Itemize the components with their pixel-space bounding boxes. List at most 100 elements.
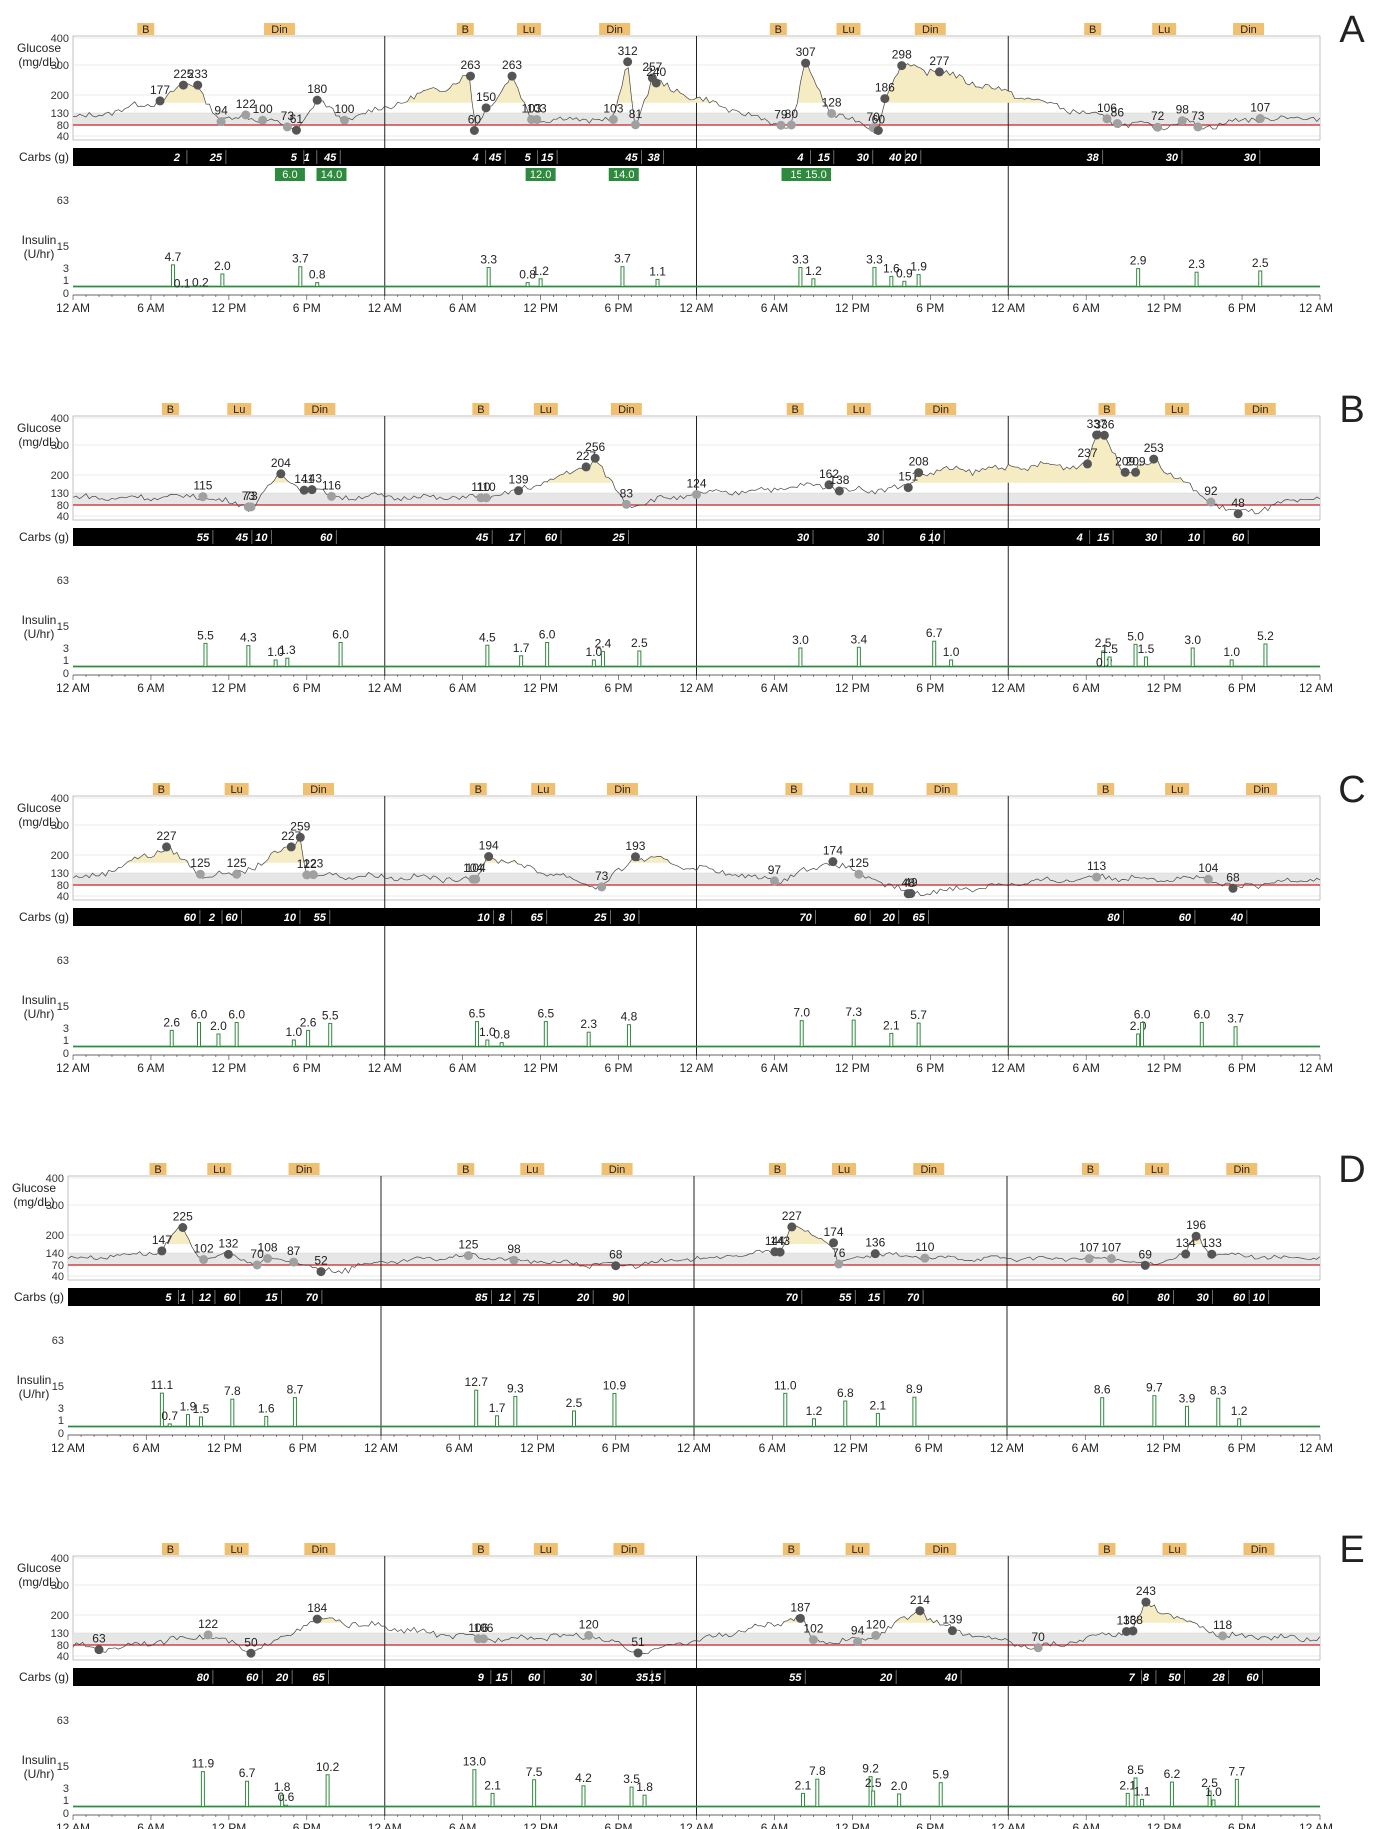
bg-reading-marker	[308, 870, 318, 880]
insulin-bolus-bar	[1190, 647, 1195, 667]
meal-tag-label: Lu	[842, 24, 854, 36]
carbs-axis-label: Carbs (g)	[19, 150, 69, 164]
meal-tag-Din	[1226, 1163, 1258, 1175]
insulin-bolus-bar	[234, 1022, 239, 1047]
time-tick-label: 6 AM	[137, 1061, 164, 1075]
meal-tag-label: Lu	[540, 1544, 552, 1556]
insulin-bolus-label: 3.0	[1184, 633, 1201, 647]
bg-reading-label: 122	[297, 857, 317, 871]
glucose-tick-label: 200	[51, 90, 69, 102]
insulin-bolus-bar	[1140, 1798, 1145, 1808]
insulin-bolus-bar	[1234, 1778, 1239, 1807]
meal-tag-label: Lu	[1151, 1164, 1163, 1176]
carb-value: 70	[799, 912, 812, 924]
carb-value: 60	[1112, 1292, 1125, 1304]
meal-tag-B	[769, 23, 787, 35]
meal-tag-label: Din	[310, 784, 327, 796]
insulin-bolus-bar	[851, 1019, 856, 1047]
insulin-bolus-label: 5.2	[1257, 629, 1274, 643]
bg-reading-label: 98	[507, 1242, 521, 1256]
carb-value: 4	[1076, 532, 1083, 544]
bg-reading-label: 120	[866, 1617, 886, 1631]
insulin-bolus-label: 9.3	[507, 1381, 524, 1395]
insulin-tick-label: 63	[57, 1715, 69, 1727]
carb-value: 55	[314, 912, 327, 924]
time-tick-label: 6 AM	[137, 1821, 164, 1829]
time-tick-label: 12 AM	[677, 1441, 711, 1455]
bg-reading-marker	[1121, 1626, 1131, 1636]
insulin-bolus-bar	[499, 1042, 504, 1047]
bg-reading-marker	[692, 489, 701, 499]
insulin-tick-label: 15	[57, 1001, 69, 1013]
insulin-tick-label: 3	[63, 1023, 69, 1035]
insulin-bolus-bar	[586, 1031, 591, 1047]
glucose-tick-label: 300	[51, 1580, 69, 1592]
carb-value: 6	[919, 532, 926, 544]
time-tick-label: 12 AM	[991, 1061, 1025, 1075]
insulin-bolus-bar	[655, 278, 660, 287]
bolus-tag	[608, 168, 639, 181]
bg-reading-label: 196	[1186, 1218, 1206, 1232]
bg-reading-label: 227	[157, 829, 177, 843]
insulin-bolus-label: 2.5	[1095, 636, 1112, 650]
meal-tag-B	[472, 1543, 490, 1555]
bg-reading-label: 72	[1151, 109, 1165, 123]
time-tick-label: 6 AM	[759, 1441, 786, 1455]
bg-reading-label: 116	[322, 478, 341, 492]
bg-reading-marker	[776, 120, 786, 130]
bg-reading-marker	[1228, 883, 1238, 893]
meal-tag-Lu	[531, 783, 556, 795]
bg-reading-marker	[94, 1645, 104, 1655]
glucose-tick-label: 400	[46, 1173, 64, 1185]
insulin-bolus-bar	[474, 1021, 479, 1047]
time-tick-label: 12 AM	[368, 1821, 402, 1829]
insulin-bolus-bar	[472, 1769, 477, 1807]
glucose-tick-label: 80	[57, 1640, 69, 1652]
bg-reading-label: 120	[579, 1617, 599, 1631]
time-tick-label: 12 AM	[1299, 301, 1333, 315]
carb-value: 45	[235, 532, 249, 544]
insulin-bolus-bar	[843, 1400, 848, 1427]
bg-reading-label: 209	[1115, 454, 1135, 468]
meal-tag-label: Din	[312, 404, 329, 416]
insulin-bolus-label: 6.5	[469, 1007, 486, 1021]
bg-reading-label: 143	[770, 1234, 790, 1248]
bg-reading-label: 209	[1126, 454, 1146, 468]
insulin-bolus-label: 1.0	[479, 1025, 496, 1039]
insulin-bolus-label: 8.3	[1210, 1383, 1227, 1397]
carb-value: 9	[478, 1672, 485, 1684]
time-tick-label: 6 AM	[446, 1441, 473, 1455]
bg-reading-marker	[1255, 114, 1265, 124]
bg-reading-marker	[155, 96, 165, 106]
time-tick-label: 6 AM	[1073, 681, 1100, 695]
insulin-bolus-bar	[798, 647, 803, 667]
bg-reading-label: 128	[822, 95, 842, 109]
glucose-tick-label: 400	[51, 413, 69, 425]
bg-reading-marker	[1191, 1231, 1201, 1241]
meal-tag-label: Din	[1240, 24, 1257, 36]
bg-reading-label: 144	[765, 1234, 785, 1248]
insulin-bolus-bar	[889, 275, 894, 287]
meal-tag-Lu	[836, 23, 861, 35]
bg-reading-marker	[786, 120, 796, 130]
time-tick-label: 12 PM	[212, 1821, 247, 1829]
insulin-bolus-bar	[1133, 1777, 1138, 1807]
insulin-bolus-label: 0.6	[278, 1790, 295, 1804]
insulin-bolus-bar	[338, 642, 343, 667]
bg-reading-label: 104	[466, 861, 486, 875]
bg-reading-label: 48	[1231, 496, 1245, 510]
meal-tag-label: Din	[922, 24, 939, 36]
insulin-bolus-bar	[280, 1794, 285, 1807]
insulin-tick-label: 15	[57, 241, 69, 253]
carb-value: 80	[197, 1672, 210, 1684]
insulin-bolus-bar	[1136, 1033, 1141, 1047]
bg-reading-label: 174	[823, 844, 843, 858]
bg-reading-label: 70	[250, 1247, 264, 1261]
insulin-bolus-bar	[230, 1398, 235, 1427]
bg-reading-marker	[312, 1614, 322, 1624]
insulin-bolus-bar	[811, 1418, 816, 1428]
bg-reading-marker	[463, 1251, 473, 1261]
meal-tag-Din	[288, 1163, 320, 1175]
glucose-tick-label: 40	[57, 511, 69, 523]
bg-reading-label: 225	[173, 67, 193, 81]
